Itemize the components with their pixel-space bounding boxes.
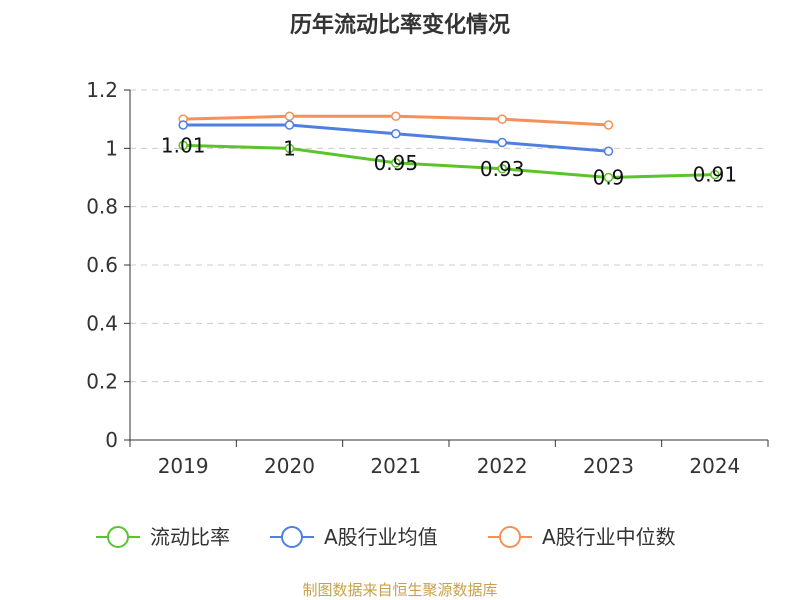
series-0-point-2024 <box>710 169 720 180</box>
y-tick-label: 0 <box>105 428 118 452</box>
series-2-point-2023 <box>603 120 614 130</box>
y-tick-label: 0.6 <box>86 253 118 277</box>
legend-item-2[interactable]: A股行业中位数 <box>488 525 676 549</box>
x-tick-label-2022: 2022 <box>477 454 528 478</box>
legend[interactable]: 流动比率 A股行业均值 A股行业中位数 <box>96 525 676 549</box>
series-0-point-2020 <box>284 143 295 154</box>
legend-label: 流动比率 <box>150 525 230 549</box>
legend-item-0[interactable]: 流动比率 <box>96 525 230 549</box>
x-tick-label-2024: 2024 <box>689 454 740 478</box>
data-label-2024: 0.91 <box>693 163 738 187</box>
chart-title: 历年流动比率变化情况 <box>290 12 510 38</box>
legend-marker <box>499 526 521 548</box>
legend-label: A股行业均值 <box>324 525 438 549</box>
series-2-point-2021 <box>391 111 401 121</box>
data-label-2019: 1.01 <box>161 133 206 157</box>
x-tick-label-2021: 2021 <box>370 454 421 478</box>
x-tick-label-2020: 2020 <box>264 454 315 478</box>
x-tick-label-2023: 2023 <box>583 454 634 478</box>
y-tick-label: 1 <box>105 136 118 160</box>
series <box>178 111 720 183</box>
data-label-2020: 1 <box>283 136 296 160</box>
data-label-2022: 0.93 <box>480 157 525 181</box>
series-1-point-2019 <box>178 120 188 130</box>
series-1-point-2021 <box>391 129 401 139</box>
series-2-point-2022 <box>497 114 507 124</box>
y-tick-label: 1.2 <box>86 78 118 102</box>
y-tick-label: 0.4 <box>86 311 118 335</box>
legend-marker <box>107 526 129 548</box>
x-tick-label-2019: 2019 <box>158 454 209 478</box>
series-line-0 <box>183 143 715 179</box>
series-1-point-2022 <box>497 137 507 148</box>
axes: 0 0.2 0.4 0.6 0.8 1 1.2 2019 2020 2021 2022 2023 202… <box>86 78 769 478</box>
series-0-point-2023 <box>603 172 614 183</box>
series-0-point-2021 <box>391 158 401 168</box>
series-1-point-2023 <box>603 146 614 156</box>
y-tick-label: 0.2 <box>86 370 118 394</box>
legend-marker <box>281 526 303 548</box>
data-label-2023: 0.9 <box>593 166 625 190</box>
legend-item-1[interactable]: A股行业均值 <box>270 525 438 549</box>
series-1-point-2020 <box>284 120 295 130</box>
series-0-point-2022 <box>497 164 507 174</box>
data-label-2021: 0.95 <box>374 151 419 175</box>
series-0-point-2019 <box>178 140 188 151</box>
y-tick-label: 0.8 <box>86 195 118 219</box>
series-2-point-2020 <box>284 111 295 121</box>
grid <box>130 89 768 383</box>
legend-label: A股行业中位数 <box>542 525 676 549</box>
data-labels: 1.01 1 0.95 0.93 0.9 0.91 <box>161 133 737 189</box>
source-note: 制图数据来自恒生聚源数据库 <box>302 581 497 599</box>
